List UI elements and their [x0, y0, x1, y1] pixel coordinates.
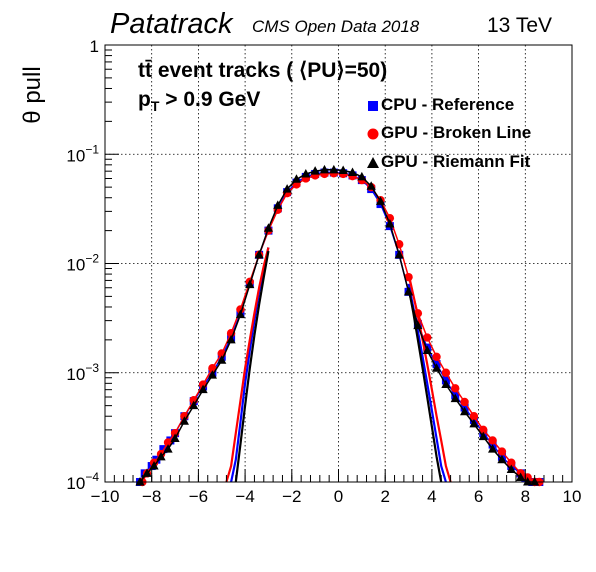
data-point-triangle — [292, 174, 301, 183]
data-series — [135, 165, 543, 486]
legend-item-riemann: GPU - Riemann Fit — [366, 151, 530, 173]
x-tick-label: 6 — [474, 487, 483, 506]
core-line-right — [409, 288, 442, 482]
y-tick-label: 10−2 — [66, 252, 99, 275]
data-point-circle — [488, 436, 496, 444]
series-line — [140, 170, 535, 482]
annotation-pt-cut: pT > 0.9 GeV — [138, 88, 260, 114]
legend-label-riemann: GPU - Riemann Fit — [381, 152, 530, 172]
x-tick-label: −2 — [282, 487, 301, 506]
x-tick-label: −4 — [235, 487, 254, 506]
circle-marker-icon — [366, 126, 380, 140]
x-tick-label: 0 — [334, 487, 343, 506]
x-tick-label: 8 — [521, 487, 530, 506]
y-tick-label: 1 — [90, 37, 99, 56]
triangle-marker-icon — [366, 155, 380, 169]
annotation-process: tt̄ event tracks ( ⟨PU⟩=50) — [138, 58, 387, 83]
x-tick-label: −6 — [189, 487, 208, 506]
data-point-circle — [451, 384, 459, 392]
data-point-circle — [442, 369, 450, 377]
legend-label-cpu: CPU - Reference — [381, 95, 514, 115]
x-tick-label: −10 — [91, 487, 120, 506]
pt-threshold: > 0.9 GeV — [159, 88, 260, 111]
square-marker-icon — [366, 98, 380, 112]
y-axis-label: θ pull — [19, 66, 46, 123]
data-point-circle — [460, 398, 468, 406]
data-point-circle — [498, 447, 506, 455]
x-tick-label: 10 — [563, 487, 582, 506]
legend-label-broken-line: GPU - Broken Line — [381, 123, 531, 143]
data-point-circle — [423, 333, 431, 341]
legend-item-broken-line: GPU - Broken Line — [366, 122, 531, 144]
x-tick-label: 4 — [427, 487, 436, 506]
data-point-circle — [432, 353, 440, 361]
x-tick-label: −8 — [142, 487, 161, 506]
pt-symbol: p — [138, 88, 151, 111]
x-tick-label: 2 — [380, 487, 389, 506]
legend-item-cpu: CPU - Reference — [366, 94, 514, 116]
y-tick-label: 10−3 — [66, 361, 99, 384]
y-tick-label: 10−1 — [66, 142, 99, 165]
